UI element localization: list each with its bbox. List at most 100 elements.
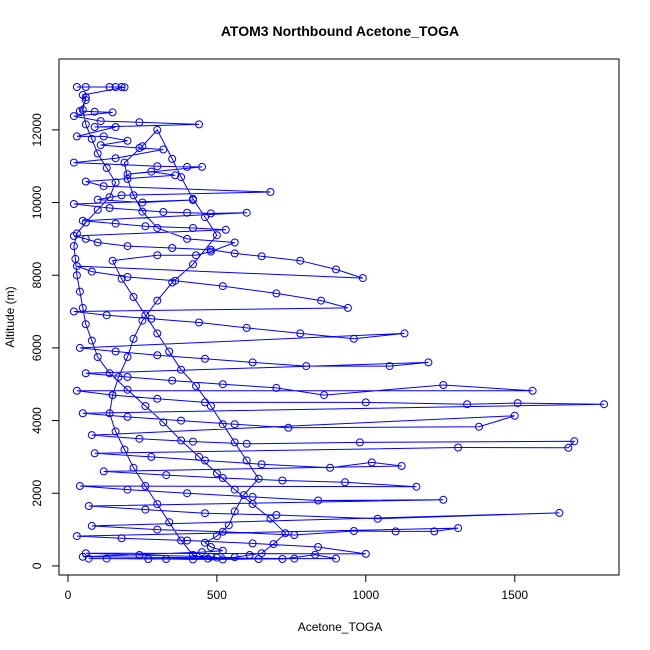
data-point (206, 402, 215, 410)
data-point (218, 420, 227, 429)
data-point (168, 154, 177, 163)
data-point (69, 200, 78, 208)
data-point (272, 383, 281, 392)
data-point (272, 289, 281, 298)
data-point (75, 343, 84, 352)
data-point (84, 502, 93, 510)
data-point (355, 438, 364, 447)
data-point (189, 555, 197, 564)
data-point (111, 123, 120, 131)
data-point (111, 154, 120, 163)
data-point (242, 456, 251, 465)
data-point (123, 242, 132, 251)
data-point (463, 400, 472, 409)
data-point (332, 554, 340, 563)
data-point (102, 311, 111, 320)
data-point (105, 409, 114, 418)
data-point (78, 409, 87, 418)
data-point (189, 437, 197, 446)
data-point (72, 271, 81, 280)
data-point (129, 463, 138, 472)
data-point (212, 469, 221, 478)
y-tick-label: 12000 (30, 113, 44, 147)
data-point (177, 536, 186, 545)
data-point (111, 83, 120, 91)
data-point (177, 416, 186, 425)
data-point (87, 134, 96, 143)
data-point (391, 527, 400, 536)
data-point (302, 362, 311, 371)
data-point (81, 93, 90, 102)
data-point (102, 554, 111, 563)
data-point (317, 296, 326, 305)
data-point (90, 449, 99, 458)
data-point (201, 398, 209, 407)
data-point (72, 229, 81, 238)
data-point (153, 296, 162, 305)
y-axis: 0 2000 4000 6000 8000 10000 12000 (30, 113, 59, 569)
data-point (72, 386, 81, 395)
data-point (332, 265, 340, 274)
data-point (245, 551, 254, 559)
data-point (162, 555, 171, 563)
data-point (120, 445, 129, 454)
data-point (111, 347, 120, 356)
data-point (284, 423, 293, 432)
data-point (117, 274, 126, 283)
data-point (81, 120, 90, 129)
data-point (189, 194, 197, 203)
data-point (254, 474, 263, 483)
data-point (239, 491, 248, 500)
data-point (367, 458, 376, 467)
data-point (114, 373, 123, 381)
data-point (257, 549, 266, 558)
data-point (147, 314, 156, 323)
data-point (99, 467, 108, 476)
data-point (278, 476, 287, 485)
data-point (168, 244, 177, 252)
data-point (123, 353, 132, 361)
plot-frame (58, 58, 620, 576)
data-point (123, 136, 132, 145)
data-point (206, 543, 215, 551)
data-point (93, 195, 102, 204)
data-point (212, 532, 221, 541)
data-point (72, 132, 81, 141)
data-point (349, 527, 358, 535)
data-point (475, 422, 483, 431)
data-point (123, 385, 132, 394)
data-point (195, 318, 203, 327)
data-point (159, 208, 168, 216)
data-point (153, 394, 162, 403)
data-point (257, 252, 266, 261)
data-point (123, 170, 132, 179)
data-point (570, 437, 579, 446)
data-point (412, 482, 421, 491)
data-point (201, 509, 209, 518)
data-point (117, 83, 126, 91)
data-point (69, 242, 78, 251)
data-point (141, 505, 150, 514)
x-tick-label: 1500 (501, 588, 528, 602)
data-point (192, 251, 200, 260)
data-point (203, 554, 212, 563)
data-point (69, 112, 78, 121)
data-point (278, 555, 287, 563)
data-point (439, 495, 448, 504)
data-point (153, 125, 162, 134)
y-axis-label: Altitude (m) (3, 286, 17, 347)
data-point (248, 539, 257, 548)
y-tick-label: 6000 (30, 334, 44, 361)
data-point (230, 420, 239, 429)
plot-area (69, 83, 609, 564)
x-tick-label: 0 (65, 588, 72, 602)
data-point (108, 108, 117, 117)
data-point (81, 96, 90, 105)
data-point (424, 358, 433, 367)
data-point (72, 83, 81, 91)
data-point (81, 369, 90, 378)
data-point (93, 353, 102, 361)
data-point (138, 316, 147, 325)
data-point (218, 474, 227, 482)
